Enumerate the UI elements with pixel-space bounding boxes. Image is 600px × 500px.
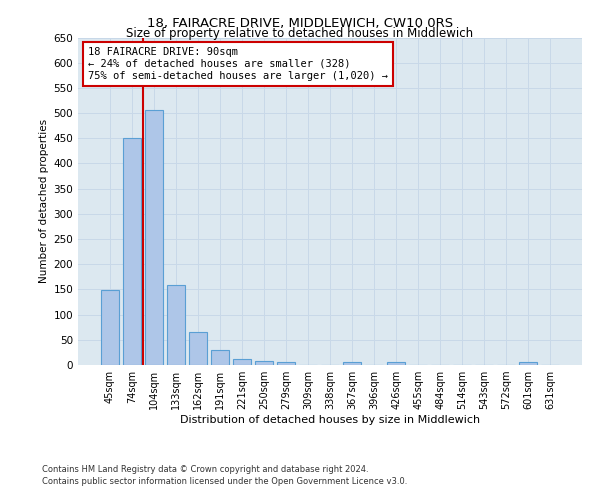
Bar: [167, 285, 185, 365]
Bar: [145, 110, 163, 365]
Bar: [101, 290, 119, 365]
Text: Size of property relative to detached houses in Middlewich: Size of property relative to detached ho…: [127, 28, 473, 40]
Bar: [343, 362, 361, 365]
Bar: [387, 362, 405, 365]
Bar: [123, 138, 140, 365]
Bar: [233, 359, 251, 365]
Text: 18, FAIRACRE DRIVE, MIDDLEWICH, CW10 0RS: 18, FAIRACRE DRIVE, MIDDLEWICH, CW10 0RS: [147, 18, 453, 30]
Y-axis label: Number of detached properties: Number of detached properties: [39, 119, 49, 284]
Bar: [277, 362, 295, 365]
Text: 18 FAIRACRE DRIVE: 90sqm
← 24% of detached houses are smaller (328)
75% of semi-: 18 FAIRACRE DRIVE: 90sqm ← 24% of detach…: [88, 48, 388, 80]
Bar: [520, 362, 537, 365]
Text: Contains HM Land Registry data © Crown copyright and database right 2024.: Contains HM Land Registry data © Crown c…: [42, 466, 368, 474]
Bar: [211, 350, 229, 365]
X-axis label: Distribution of detached houses by size in Middlewich: Distribution of detached houses by size …: [180, 415, 480, 425]
Text: Contains public sector information licensed under the Open Government Licence v3: Contains public sector information licen…: [42, 476, 407, 486]
Bar: [189, 332, 206, 365]
Bar: [255, 362, 273, 365]
